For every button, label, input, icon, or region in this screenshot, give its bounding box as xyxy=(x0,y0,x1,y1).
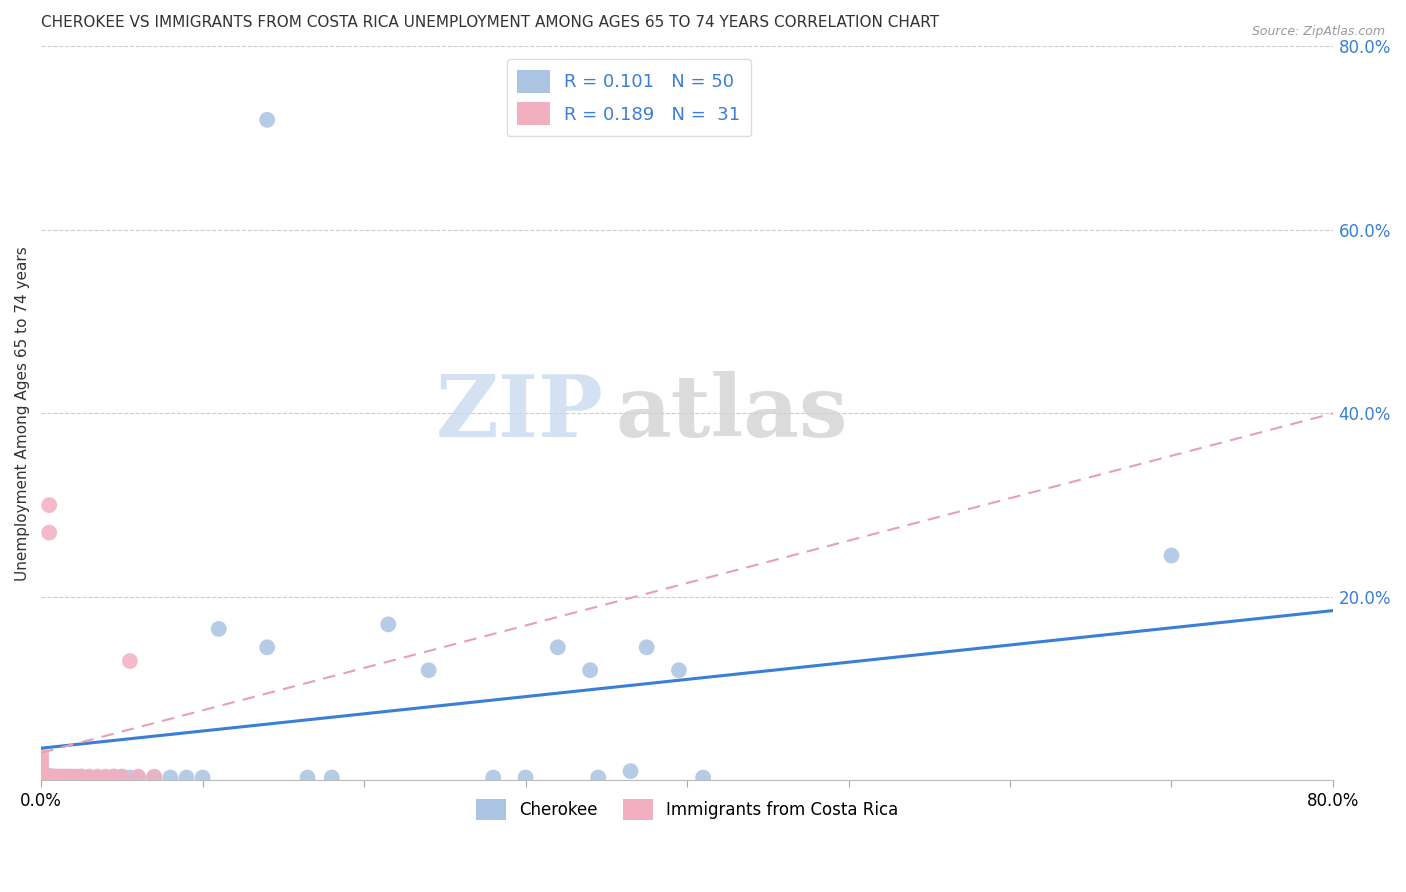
Point xyxy=(59,771,82,785)
Point xyxy=(103,770,125,784)
Text: ZIP: ZIP xyxy=(436,371,603,456)
Point xyxy=(56,771,79,785)
Point xyxy=(482,771,505,785)
Point xyxy=(62,771,84,785)
Point xyxy=(143,770,166,784)
Point xyxy=(321,771,343,785)
Legend: Cherokee, Immigrants from Costa Rica: Cherokee, Immigrants from Costa Rica xyxy=(470,792,905,827)
Point xyxy=(127,771,149,785)
Point xyxy=(41,772,63,786)
Point xyxy=(38,525,60,540)
Point xyxy=(60,771,83,785)
Point xyxy=(256,112,278,127)
Point xyxy=(30,751,52,765)
Point xyxy=(79,770,101,784)
Point xyxy=(30,760,52,774)
Point xyxy=(51,770,73,784)
Text: Source: ZipAtlas.com: Source: ZipAtlas.com xyxy=(1251,25,1385,38)
Point xyxy=(143,771,166,785)
Point xyxy=(118,654,141,668)
Point xyxy=(118,771,141,785)
Point xyxy=(30,765,52,780)
Point xyxy=(579,663,602,677)
Point xyxy=(30,767,52,781)
Point xyxy=(70,770,93,784)
Point xyxy=(49,771,72,785)
Point xyxy=(45,770,67,784)
Point xyxy=(62,770,84,784)
Point xyxy=(38,498,60,512)
Point xyxy=(692,771,714,785)
Point xyxy=(191,771,214,785)
Point xyxy=(37,770,59,784)
Point xyxy=(515,771,537,785)
Point xyxy=(619,764,641,778)
Point xyxy=(35,769,58,783)
Point xyxy=(49,770,72,784)
Point xyxy=(79,771,101,785)
Point xyxy=(418,663,440,677)
Y-axis label: Unemployment Among Ages 65 to 74 years: Unemployment Among Ages 65 to 74 years xyxy=(15,246,30,581)
Point xyxy=(39,771,62,785)
Point xyxy=(176,771,198,785)
Point xyxy=(103,770,125,784)
Point xyxy=(46,771,69,785)
Point xyxy=(42,770,65,784)
Point xyxy=(94,771,117,785)
Point xyxy=(53,771,76,785)
Point xyxy=(35,769,58,783)
Point xyxy=(66,770,89,784)
Point xyxy=(547,640,569,655)
Point xyxy=(94,770,117,784)
Point xyxy=(1160,549,1182,563)
Text: CHEROKEE VS IMMIGRANTS FROM COSTA RICA UNEMPLOYMENT AMONG AGES 65 TO 74 YEARS CO: CHEROKEE VS IMMIGRANTS FROM COSTA RICA U… xyxy=(41,15,939,30)
Point xyxy=(30,755,52,769)
Point xyxy=(256,640,278,655)
Point xyxy=(30,747,52,762)
Point xyxy=(46,772,69,786)
Point xyxy=(30,757,52,772)
Point xyxy=(208,622,231,636)
Point xyxy=(86,770,108,784)
Point xyxy=(30,763,52,777)
Point xyxy=(58,770,80,784)
Point xyxy=(67,771,90,785)
Point xyxy=(297,771,319,785)
Point xyxy=(52,771,75,785)
Point xyxy=(159,771,181,785)
Point xyxy=(636,640,658,655)
Text: atlas: atlas xyxy=(616,371,848,456)
Point xyxy=(39,770,62,784)
Point xyxy=(30,769,52,783)
Point xyxy=(53,770,76,784)
Point xyxy=(586,771,609,785)
Point xyxy=(46,770,69,784)
Point xyxy=(48,771,70,785)
Point xyxy=(377,617,399,632)
Point xyxy=(668,663,690,677)
Point xyxy=(86,771,108,785)
Point xyxy=(127,770,149,784)
Point xyxy=(111,770,134,784)
Point xyxy=(30,771,52,785)
Point xyxy=(70,770,93,784)
Point xyxy=(42,771,65,785)
Point xyxy=(75,771,97,785)
Point xyxy=(38,769,60,783)
Point xyxy=(111,770,134,784)
Point xyxy=(59,770,82,784)
Point xyxy=(38,770,60,784)
